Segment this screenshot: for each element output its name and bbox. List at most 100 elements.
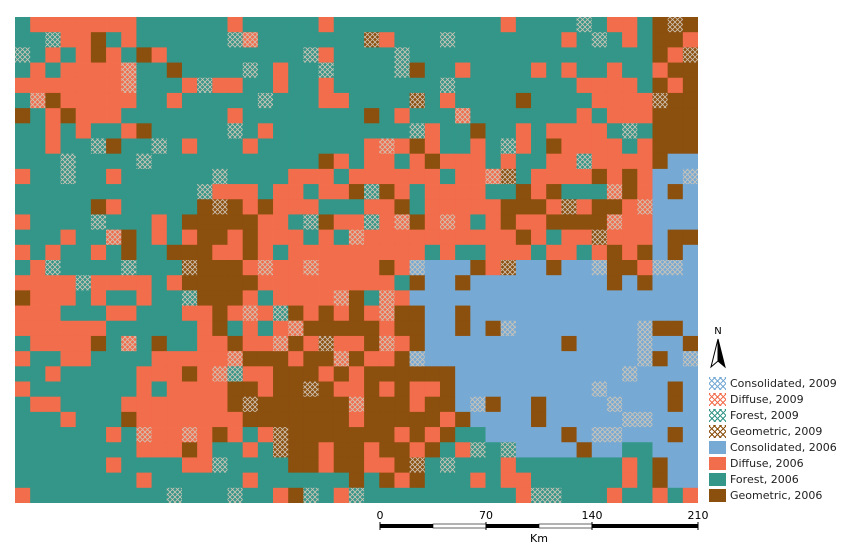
- map-cell-change-2009: [682, 351, 698, 367]
- map-cell-consolidated: [515, 335, 532, 352]
- map-cell-diffuse: [45, 320, 61, 337]
- map-cell-diffuse: [485, 199, 502, 215]
- map-cell-diffuse: [181, 77, 198, 94]
- map-cell-consolidated: [667, 411, 684, 428]
- map-cell-consolidated: [485, 381, 502, 398]
- map-cell-change-2009: [667, 17, 683, 33]
- map-cell-geometric: [318, 351, 335, 367]
- map-cell-consolidated: [531, 260, 547, 276]
- map-cell-geometric: [652, 47, 669, 63]
- map-cell-diffuse: [470, 199, 486, 215]
- map-cell-forest: [439, 17, 456, 33]
- map-cell-consolidated: [546, 442, 562, 458]
- map-cell-geometric: [652, 77, 669, 94]
- map-cell-consolidated: [561, 305, 577, 322]
- map-cell-forest: [515, 168, 532, 185]
- map-cell-consolidated: [561, 260, 577, 276]
- map-cell-forest: [273, 472, 289, 489]
- map-cell-geometric: [348, 305, 365, 322]
- legend-swatch: [709, 392, 726, 406]
- map-cell-forest: [303, 472, 319, 489]
- map-cell-geometric: [181, 244, 198, 261]
- map-cell-forest: [500, 184, 517, 200]
- legend-swatch: [709, 440, 726, 454]
- map-cell-forest: [303, 92, 319, 109]
- map-cell-consolidated: [500, 305, 517, 322]
- map-cell-consolidated: [439, 290, 456, 306]
- map-cell-consolidated: [682, 153, 698, 170]
- map-cell-diffuse: [364, 275, 380, 291]
- map-cell-forest: [273, 123, 289, 139]
- map-cell-consolidated: [576, 320, 593, 337]
- map-cell-forest: [637, 62, 653, 79]
- map-cell-forest: [379, 17, 395, 33]
- map-cell-diffuse: [470, 138, 486, 155]
- map-cell-forest: [121, 427, 137, 443]
- map-cell-forest: [424, 77, 441, 94]
- map-cell-forest: [166, 32, 183, 48]
- map-cell-forest: [364, 17, 380, 33]
- map-cell-consolidated: [622, 320, 638, 337]
- map-cell-change-2009: [455, 108, 471, 124]
- map-cell-forest: [273, 17, 289, 33]
- map-cell-geometric: [151, 335, 168, 352]
- map-cell-forest: [318, 123, 335, 139]
- map-cell-diffuse: [546, 153, 562, 170]
- map-cell-forest: [622, 62, 638, 79]
- map-cell-forest: [455, 472, 471, 489]
- map-cell-forest: [379, 123, 395, 139]
- map-cell-consolidated: [531, 305, 547, 322]
- map-cell-forest: [151, 320, 168, 337]
- map-cell-geometric: [682, 108, 698, 124]
- map-cell-change-2009: [348, 487, 365, 503]
- map-cell-change-2009: [318, 62, 334, 78]
- map-cell-geometric: [379, 184, 395, 200]
- map-cell-change-2009: [181, 290, 198, 306]
- legend-label: Forest, 2009: [730, 408, 799, 422]
- map-cell-diffuse: [151, 442, 168, 458]
- map-cell-forest: [197, 472, 213, 489]
- map-cell-forest: [333, 47, 350, 63]
- map-cell-geometric: [136, 47, 152, 63]
- map-cell-forest: [364, 123, 380, 139]
- map-cell-forest: [348, 77, 365, 94]
- map-cell-diffuse: [288, 260, 304, 276]
- map-cell-change-2009: [591, 32, 607, 48]
- map-cell-forest: [166, 108, 183, 124]
- map-cell-forest: [136, 260, 152, 276]
- map-cell-forest: [531, 153, 547, 170]
- map-cell-geometric: [394, 351, 411, 367]
- map-cell-diffuse: [318, 260, 335, 276]
- map-cell-diffuse: [75, 351, 92, 367]
- map-cell-geometric: [439, 396, 456, 413]
- map-cell-diffuse: [485, 244, 502, 261]
- map-cell-forest: [30, 184, 46, 200]
- map-cell-forest: [30, 229, 46, 246]
- map-cell-forest: [212, 442, 228, 458]
- map-cell-consolidated: [652, 427, 669, 443]
- map-cell-forest: [90, 305, 107, 322]
- map-cell-forest: [136, 108, 152, 124]
- map-cell-diffuse: [90, 17, 107, 33]
- map-cell-diffuse: [637, 138, 653, 155]
- map-cell-change-2009: [212, 199, 228, 215]
- map-cell-diffuse: [45, 77, 61, 94]
- map-cell-consolidated: [591, 442, 608, 458]
- map-cell-change-2009: [364, 184, 380, 200]
- map-cell-forest: [364, 62, 380, 79]
- map-cell-forest: [212, 153, 228, 170]
- map-cell-consolidated: [576, 396, 593, 413]
- map-cell-geometric: [227, 260, 244, 276]
- map-cell-change-2009: [439, 77, 456, 93]
- map-cell-consolidated: [485, 275, 502, 291]
- map-cell-forest: [257, 62, 274, 79]
- map-cell-forest: [90, 123, 107, 139]
- map-cell-geometric: [667, 138, 684, 155]
- map-cell-diffuse: [257, 244, 274, 261]
- map-cell-forest: [606, 32, 623, 48]
- map-cell-change-2009: [364, 214, 380, 230]
- map-cell-forest: [181, 153, 198, 170]
- map-cell-forest: [591, 17, 608, 33]
- map-cell-forest: [288, 472, 304, 489]
- map-cell-diffuse: [424, 229, 441, 246]
